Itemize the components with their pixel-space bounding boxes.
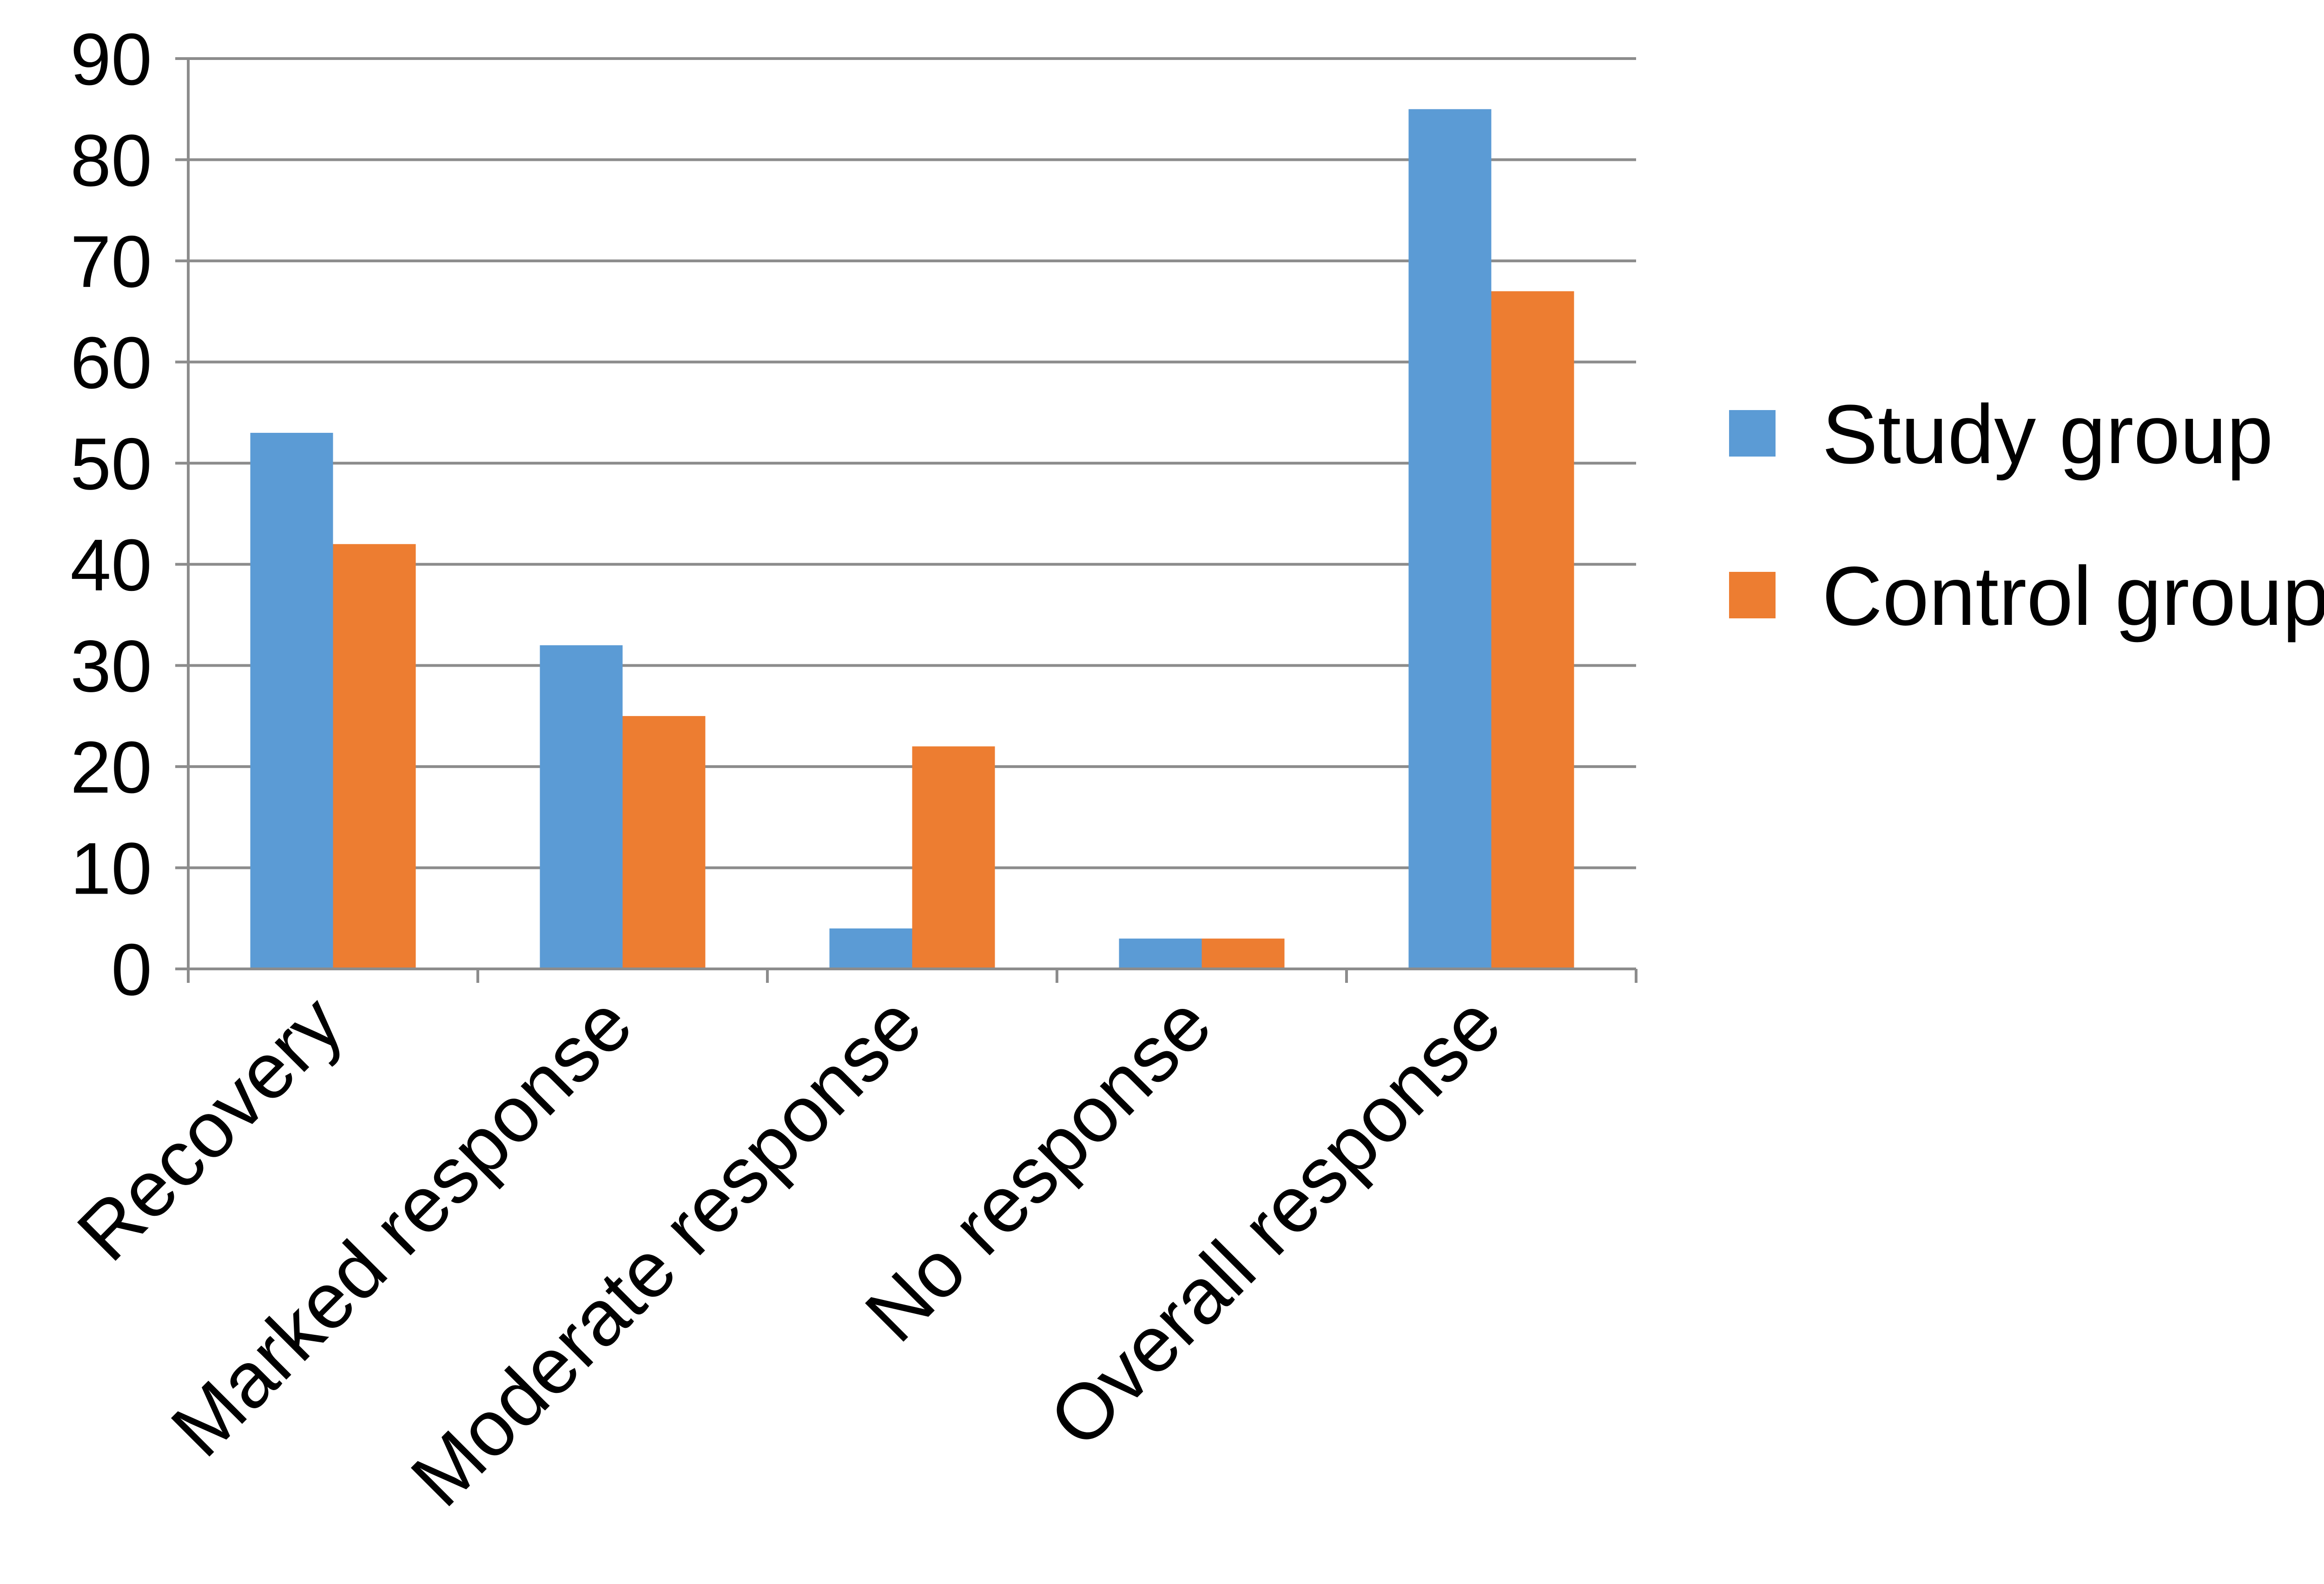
bar-study-2 (829, 928, 912, 969)
bars (250, 109, 1574, 969)
y-tick-label: 60 (70, 322, 152, 404)
gridlines (188, 57, 1636, 869)
legend-swatch-control (1729, 572, 1776, 618)
y-tick-label: 50 (70, 423, 152, 505)
y-tick-label: 0 (111, 929, 152, 1011)
bar-study-4 (1408, 109, 1492, 969)
y-tick-label: 80 (70, 120, 152, 202)
y-tick-label: 70 (70, 221, 152, 303)
bar-study-0 (250, 432, 333, 969)
x-tick-label: Moderate response (395, 979, 938, 1523)
bar-study-3 (1119, 938, 1202, 969)
bar-control-2 (912, 746, 995, 969)
legend-label-control: Control group (1822, 550, 2324, 643)
y-tick-label: 20 (70, 727, 152, 809)
y-tick-label: 30 (70, 625, 152, 707)
x-tick-label: Recovery (61, 979, 359, 1278)
bar-study-1 (540, 645, 623, 969)
bar-control-1 (622, 716, 706, 969)
bar-control-4 (1491, 291, 1574, 969)
bar-control-0 (333, 544, 416, 969)
legend-label-study: Study group (1822, 388, 2273, 481)
legend-swatch-study (1729, 410, 1776, 457)
y-tick-label: 10 (70, 828, 152, 909)
legend: Study group Control group (1729, 388, 2324, 643)
bar-control-3 (1202, 938, 1285, 969)
y-tick-label: 90 (70, 19, 152, 100)
y-tick-label: 40 (70, 524, 152, 606)
axes (175, 57, 1637, 983)
y-axis-tick-labels: 0 10 20 30 40 50 60 70 80 90 (70, 19, 152, 1011)
